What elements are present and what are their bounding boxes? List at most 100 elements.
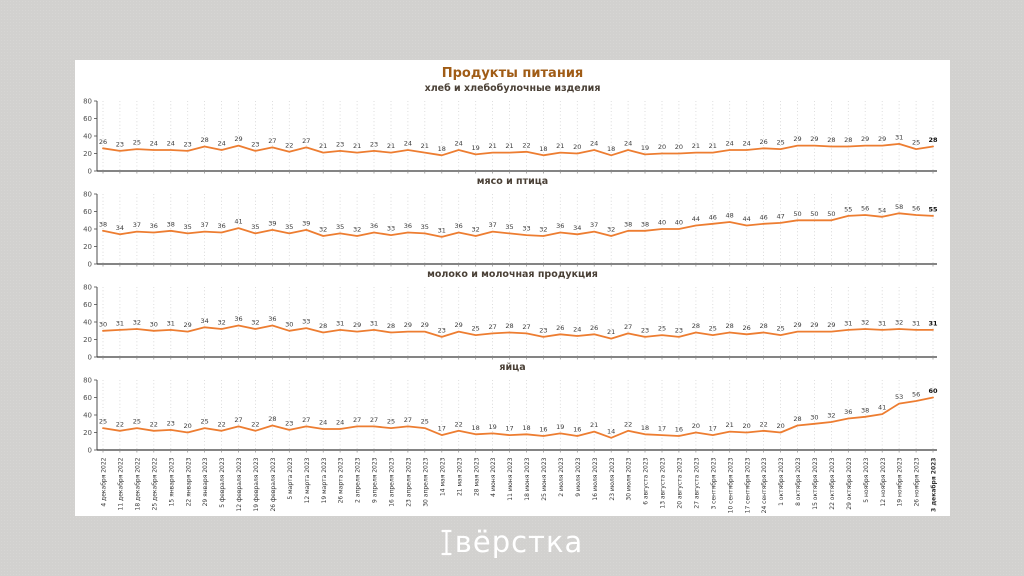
value-label: 48 xyxy=(726,212,734,220)
date-label: 15 октября 2023 xyxy=(812,457,819,509)
date-label: 16 апреля 2023 xyxy=(389,457,396,506)
value-label: 35 xyxy=(421,223,429,231)
y-tick-label: 60 xyxy=(83,301,92,309)
value-label: 22 xyxy=(455,420,463,428)
subplot-canvas: 0 20 40 60 80 25 22 25 22 23 20 25 22 27 22 28 23 27 24 24 2… xyxy=(83,376,938,454)
chart-card: Продукты питания хлеб и хлебобулочные из… xyxy=(75,60,950,516)
value-label: 50 xyxy=(810,210,818,218)
subplot-2: мясо и птица 0 20 40 60 80 38 34 37 36 38 35 37 36 41 3… xyxy=(75,176,950,269)
date-label: 29 октября 2023 xyxy=(846,457,853,509)
value-label: 27 xyxy=(488,323,496,331)
subplot-title: хлеб и хлебобулочные изделия xyxy=(424,83,601,94)
value-label: 37 xyxy=(200,221,208,229)
y-tick-label: 0 xyxy=(88,260,92,268)
value-label: 24 xyxy=(743,140,751,148)
subplot-1: хлеб и хлебобулочные изделия 0 20 40 60 80 26 2… xyxy=(75,83,950,176)
date-label: 8 октября 2023 xyxy=(795,457,802,506)
value-label: 32 xyxy=(607,226,615,234)
value-label: 50 xyxy=(793,210,801,218)
value-label: 18 xyxy=(522,424,530,432)
value-label: 23 xyxy=(167,419,175,427)
value-label: 27 xyxy=(302,416,310,424)
date-label: 6 августа 2023 xyxy=(643,457,650,504)
value-label: 56 xyxy=(912,391,920,399)
value-label: 19 xyxy=(472,144,480,152)
value-label: 60 xyxy=(928,387,938,395)
value-label: 17 xyxy=(505,425,513,433)
value-label: 21 xyxy=(590,421,598,429)
y-tick-label: 80 xyxy=(83,283,92,291)
value-label: 32 xyxy=(133,319,141,327)
date-label: 26 ноября 2023 xyxy=(914,457,921,506)
value-label: 22 xyxy=(759,420,767,428)
date-label: 23 июля 2023 xyxy=(609,457,616,500)
value-label: 25 xyxy=(912,139,920,147)
y-tick-label: 80 xyxy=(83,376,92,384)
value-label: 32 xyxy=(251,319,259,327)
value-label: 16 xyxy=(573,426,581,434)
date-label: 24 сентября 2023 xyxy=(761,457,768,513)
date-label: 3 сентября 2023 xyxy=(710,457,717,509)
value-label: 32 xyxy=(895,319,903,327)
date-label: 14 мая 2023 xyxy=(439,457,446,496)
value-label: 20 xyxy=(184,422,192,430)
value-label: 46 xyxy=(759,213,767,221)
value-label: 25 xyxy=(658,325,666,333)
value-label: 29 xyxy=(793,135,801,143)
value-label: 30 xyxy=(285,320,293,328)
value-label: 25 xyxy=(421,418,429,426)
value-label: 23 xyxy=(285,419,293,427)
value-label: 35 xyxy=(184,223,192,231)
value-label: 20 xyxy=(573,143,581,151)
value-label: 24 xyxy=(455,140,463,148)
value-label: 29 xyxy=(827,321,835,329)
date-label: 5 февраля 2023 xyxy=(219,457,226,507)
value-label: 21 xyxy=(488,142,496,150)
value-label: 58 xyxy=(895,203,903,211)
value-label: 24 xyxy=(590,140,598,148)
subplot-title: молоко и молочная продукция xyxy=(427,269,598,280)
y-tick-label: 40 xyxy=(83,225,92,233)
value-label: 22 xyxy=(116,420,124,428)
value-label: 20 xyxy=(743,422,751,430)
value-label: 25 xyxy=(387,418,395,426)
value-label: 21 xyxy=(505,142,513,150)
date-label: 9 июля 2023 xyxy=(575,457,582,496)
value-label: 19 xyxy=(641,144,649,152)
value-label: 25 xyxy=(133,139,141,147)
value-label: 22 xyxy=(285,141,293,149)
date-label: 3 декабря 2023 xyxy=(931,458,938,512)
value-label: 29 xyxy=(184,321,192,329)
value-label: 31 xyxy=(116,319,124,327)
date-label: 11 июня 2023 xyxy=(507,457,514,500)
y-tick-label: 40 xyxy=(83,411,92,419)
value-label: 18 xyxy=(607,145,615,153)
subplot-title: яйца xyxy=(499,362,526,373)
value-label: 28 xyxy=(268,415,276,423)
value-label: 30 xyxy=(150,320,158,328)
value-label: 21 xyxy=(556,142,564,150)
y-tick-label: 20 xyxy=(83,336,92,344)
value-label: 34 xyxy=(200,317,208,325)
value-label: 16 xyxy=(539,426,547,434)
value-label: 17 xyxy=(658,425,666,433)
value-label: 23 xyxy=(116,140,124,148)
subplot-canvas: 0 20 40 60 80 26 23 25 24 24 23 28 24 29 23 27 22 27 21 23 2… xyxy=(83,97,938,175)
subplot-container: хлеб и хлебобулочные изделия 0 20 40 60 80 26 2… xyxy=(75,83,950,455)
value-label: 32 xyxy=(827,412,835,420)
date-label: 26 февраля 2023 xyxy=(270,457,277,511)
value-label: 35 xyxy=(285,223,293,231)
value-label: 36 xyxy=(370,222,378,230)
date-label: 9 апреля 2023 xyxy=(372,457,379,503)
date-label: 22 октября 2023 xyxy=(829,457,836,509)
value-label: 21 xyxy=(709,142,717,150)
value-label: 25 xyxy=(99,418,107,426)
value-label: 33 xyxy=(302,318,310,326)
value-label: 44 xyxy=(692,215,700,223)
value-label: 34 xyxy=(116,224,124,232)
y-tick-label: 0 xyxy=(88,167,92,175)
value-label: 31 xyxy=(912,319,920,327)
value-label: 37 xyxy=(590,221,598,229)
value-label: 36 xyxy=(217,222,225,230)
